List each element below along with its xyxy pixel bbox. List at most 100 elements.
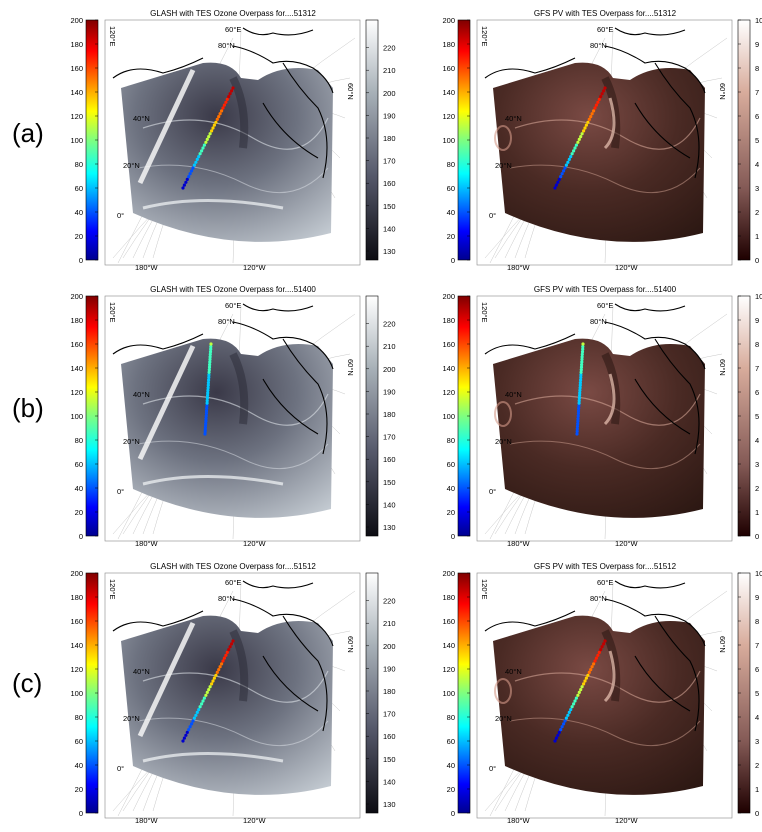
lat-label: 0° <box>117 487 124 496</box>
field-streak <box>137 440 329 470</box>
tes-ozone-point <box>208 363 212 367</box>
cloud-band <box>142 199 284 210</box>
panel-title: GFS PV with TES Overpass for....51312 <box>534 9 677 18</box>
right-colorbar-tick: 0 <box>755 256 759 265</box>
lat-label: 40°N <box>133 114 150 123</box>
tes-ozone-point <box>200 702 204 706</box>
tes-ozone-point <box>202 143 206 147</box>
lon-label: 120°E <box>108 26 117 47</box>
right-colorbar-tick: 1 <box>755 508 759 517</box>
tes-ozone-point <box>580 350 585 354</box>
lat-label: 20°N <box>123 437 140 446</box>
tes-ozone-point <box>230 89 234 93</box>
right-colorbar-tick: 140 <box>383 500 396 509</box>
lon-label: 120°E <box>480 26 489 47</box>
right-colorbar-tick: 5 <box>755 689 759 698</box>
coastline <box>242 303 314 312</box>
tes-ozone-point <box>221 659 225 663</box>
ozone-colorbar-tick: 140 <box>70 88 83 97</box>
right-colorbar-tick: 190 <box>383 387 396 396</box>
tes-ozone-point <box>181 739 185 743</box>
ozone-colorbar-tick: 60 <box>447 737 455 746</box>
right-colorbar-tick: 180 <box>383 134 396 143</box>
right-colorbar-tick: 10 <box>755 292 762 301</box>
ozone-colorbar-tick: 160 <box>70 64 83 73</box>
tes-ozone-point <box>188 172 192 176</box>
tes-ozone-point <box>211 679 215 683</box>
tes-ozone-point <box>579 368 583 372</box>
tes-ozone-point <box>206 381 210 385</box>
ozone-colorbar-tick: 120 <box>70 665 83 674</box>
tes-ozone-point <box>575 429 579 433</box>
lat-label: 60°N <box>346 359 355 376</box>
ozone-colorbar-tick: 140 <box>442 88 455 97</box>
tes-ozone-point <box>187 728 191 732</box>
tes-ozone-point <box>225 650 229 654</box>
coastline <box>112 45 334 179</box>
tes-ozone-point <box>198 705 202 709</box>
right-colorbar-tick: 4 <box>755 713 759 722</box>
tes-ozone-point <box>204 411 208 415</box>
ozone-colorbar-tick: 120 <box>70 388 83 397</box>
right-colorbar-tick: 140 <box>383 777 396 786</box>
tes-ozone-point <box>198 152 202 156</box>
tes-ozone-point <box>211 126 215 130</box>
map-panel: GFS PV with TES Overpass for....51400 0 20… <box>442 285 762 548</box>
cloud-band <box>142 752 284 763</box>
tes-ozone-point <box>586 673 590 677</box>
tes-ozone-point <box>563 166 567 170</box>
lon-label: 60°E <box>597 25 613 34</box>
tes-ozone-point <box>206 391 210 395</box>
tes-ozone-point <box>575 427 579 431</box>
tes-ozone-point <box>563 719 567 723</box>
right-colorbar-tick: 170 <box>383 710 396 719</box>
right-colorbar-tick: 160 <box>383 455 396 464</box>
lon-label: 60°E <box>597 301 613 310</box>
field-streak <box>514 393 701 426</box>
right-colorbar-tick: 150 <box>383 478 396 487</box>
right-colorbar-tick: 0 <box>755 809 759 818</box>
lon-label: 60°E <box>225 578 241 587</box>
swath-gap <box>137 344 196 461</box>
tes-ozone-point <box>204 417 208 421</box>
ozone-colorbar-tick: 20 <box>75 232 83 241</box>
lon-label: 180°W <box>507 539 531 548</box>
tes-ozone-point <box>191 719 195 723</box>
tes-ozone-point <box>574 696 578 700</box>
tes-ozone-point <box>217 668 221 672</box>
tes-ozone-point <box>556 180 560 184</box>
panel-title: GFS PV with TES Overpass for....51400 <box>534 285 677 294</box>
tes-ozone-point <box>212 123 216 127</box>
ozone-colorbar-tick: 160 <box>442 64 455 73</box>
right-colorbar-tick: 160 <box>383 732 396 741</box>
tes-ozone-point <box>582 682 586 686</box>
tes-ozone-point <box>596 100 600 104</box>
tes-ozone-point <box>592 662 596 666</box>
right-colorbar-tick: 210 <box>383 619 396 628</box>
lat-label: 60°N <box>718 83 727 100</box>
tes-ozone-point <box>570 705 574 709</box>
tes-ozone-point <box>190 169 194 173</box>
tes-ozone-point <box>195 710 199 714</box>
lat-label: 80°N <box>590 41 607 50</box>
tes-ozone-point <box>579 378 583 382</box>
tes-ozone-point <box>190 722 194 726</box>
tes-ozone-point <box>207 373 211 377</box>
right-colorbar-tick: 3 <box>755 184 759 193</box>
tes-ozone-point <box>573 699 577 703</box>
tes-ozone-point <box>559 175 563 179</box>
right-colorbar-tick: 190 <box>383 111 396 120</box>
tes-ozone-point <box>207 365 212 369</box>
tes-ozone-point <box>215 670 219 674</box>
ozone-colorbar-tick: 20 <box>447 508 455 517</box>
tes-ozone-point <box>581 345 585 349</box>
tes-ozone-point <box>599 648 603 652</box>
right-colorbar-tick: 200 <box>383 365 396 374</box>
tes-ozone-point <box>560 725 564 729</box>
right-colorbar-tick: 0 <box>755 532 759 541</box>
right-colorbar-tick: 3 <box>755 460 759 469</box>
tes-ozone-point <box>577 399 581 403</box>
field-streak <box>514 117 701 150</box>
ozone-colorbar-tick: 20 <box>447 785 455 794</box>
tes-ozone-point <box>575 424 580 428</box>
